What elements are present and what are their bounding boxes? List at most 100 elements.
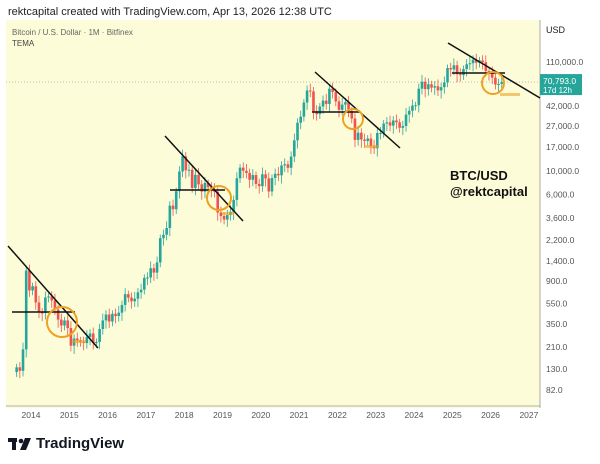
- y-tick-label: 2,200.0: [546, 235, 575, 245]
- x-tick-label: 2023: [366, 410, 385, 420]
- tradingview-logo[interactable]: TradingView: [8, 435, 124, 452]
- y-tick-label: 6,000.0: [546, 189, 575, 199]
- chart-area[interactable]: [6, 20, 600, 408]
- y-tick-label: 350.0: [546, 319, 568, 329]
- candle-body: [88, 333, 92, 337]
- candle-countdown: 17d 12h: [543, 86, 572, 95]
- candle-body: [85, 336, 89, 344]
- candle-body: [395, 120, 398, 123]
- annotation-author: @rektcapital: [450, 184, 528, 199]
- candle-body: [446, 68, 449, 83]
- candle-body: [104, 314, 108, 321]
- candle-body: [257, 183, 261, 187]
- y-tick-label: 900.0: [546, 276, 568, 286]
- highlight-circle: [481, 71, 505, 95]
- candle-body: [187, 169, 191, 171]
- candle-body: [360, 132, 363, 140]
- symbol-legend: Bitcoin / U.S. Dollar · 1M · Bitfinex: [12, 28, 133, 37]
- candle-body: [318, 106, 322, 115]
- candle-body: [47, 296, 50, 298]
- candle-body: [414, 105, 417, 107]
- y-tick-label: 82.0: [546, 385, 563, 395]
- highlight-circle: [46, 306, 78, 338]
- candle-body: [66, 320, 70, 329]
- candle-body: [232, 199, 235, 212]
- candle-body: [143, 277, 146, 290]
- candle-body: [484, 62, 488, 71]
- candle-body: [123, 294, 127, 305]
- chart-svg: USD 110,000.0 42,000.0 27,000.0 17,000.0 10,0…: [6, 20, 600, 420]
- candle-body: [168, 205, 172, 229]
- candle-body: [107, 314, 111, 322]
- candle-body: [251, 175, 255, 180]
- downtrend-line: [7, 245, 99, 349]
- y-tick-label: 17,000.0: [546, 142, 579, 152]
- candle-body: [95, 341, 98, 344]
- candle-body: [241, 167, 245, 171]
- candle-body: [174, 191, 178, 210]
- highlight-zone: [72, 340, 86, 343]
- x-tick-label: 2014: [22, 410, 41, 420]
- x-tick-label: 2024: [405, 410, 424, 420]
- candle-body: [369, 138, 373, 147]
- indicator-legend[interactable]: TEMA: [12, 39, 35, 48]
- y-tick-label: 10,000.0: [546, 166, 579, 176]
- x-tick-label: 2020: [251, 410, 270, 420]
- candle-body: [158, 238, 162, 263]
- candle-body: [117, 312, 121, 317]
- x-tick-label: 2021: [290, 410, 309, 420]
- candle-body: [162, 234, 165, 239]
- candle-body: [439, 87, 443, 91]
- candle-body: [487, 70, 491, 73]
- highlight-circle: [206, 185, 232, 211]
- y-tick-label: 210.0: [546, 342, 568, 352]
- candle-body: [356, 132, 360, 140]
- candle-body: [21, 349, 25, 371]
- annotation-pair: BTC/USD: [450, 168, 508, 183]
- candle-body: [337, 101, 341, 110]
- chart-caption: rektcapital created with TradingView.com…: [8, 6, 332, 18]
- candle-body: [31, 286, 34, 291]
- tradingview-logo-icon: [8, 437, 31, 450]
- candle-body: [267, 178, 271, 192]
- candle-body: [391, 120, 395, 126]
- candle-body: [222, 216, 226, 220]
- candle-body: [273, 173, 277, 178]
- y-tick-label: 110,000.0: [546, 57, 583, 67]
- candle-body: [474, 59, 478, 63]
- candle-body: [375, 133, 379, 149]
- candle-body: [388, 122, 392, 126]
- candle-body: [449, 68, 453, 70]
- candle-body: [404, 114, 408, 127]
- currency-label: USD: [546, 25, 566, 35]
- candle-body: [136, 292, 140, 299]
- candle-body: [407, 110, 411, 115]
- candle-body: [50, 296, 54, 301]
- candle-body: [324, 100, 328, 104]
- x-tick-label: 2017: [136, 410, 155, 420]
- candle-body: [385, 122, 389, 124]
- candle-body: [427, 84, 430, 90]
- candle-body: [443, 82, 446, 88]
- candle-body: [452, 65, 456, 70]
- x-tick-label: 2026: [481, 410, 500, 420]
- candle-body: [111, 313, 114, 322]
- candle-body: [206, 182, 210, 188]
- candle-body: [127, 294, 130, 298]
- brand-name: TradingView: [36, 435, 125, 452]
- candle-body: [321, 100, 325, 107]
- candle-body: [350, 110, 354, 119]
- candle-body: [149, 268, 152, 278]
- candle-body: [53, 300, 57, 310]
- candle-body: [379, 132, 382, 134]
- candle-body: [190, 169, 194, 188]
- candle-body: [423, 81, 427, 90]
- candle-body: [101, 320, 105, 330]
- candle-body: [130, 297, 133, 302]
- price-label-box: [540, 74, 582, 96]
- y-tick-label: 27,000.0: [546, 121, 579, 131]
- candle-body: [40, 312, 44, 314]
- candle-body: [261, 174, 264, 187]
- candle-body: [286, 164, 290, 168]
- candle-body: [455, 65, 459, 75]
